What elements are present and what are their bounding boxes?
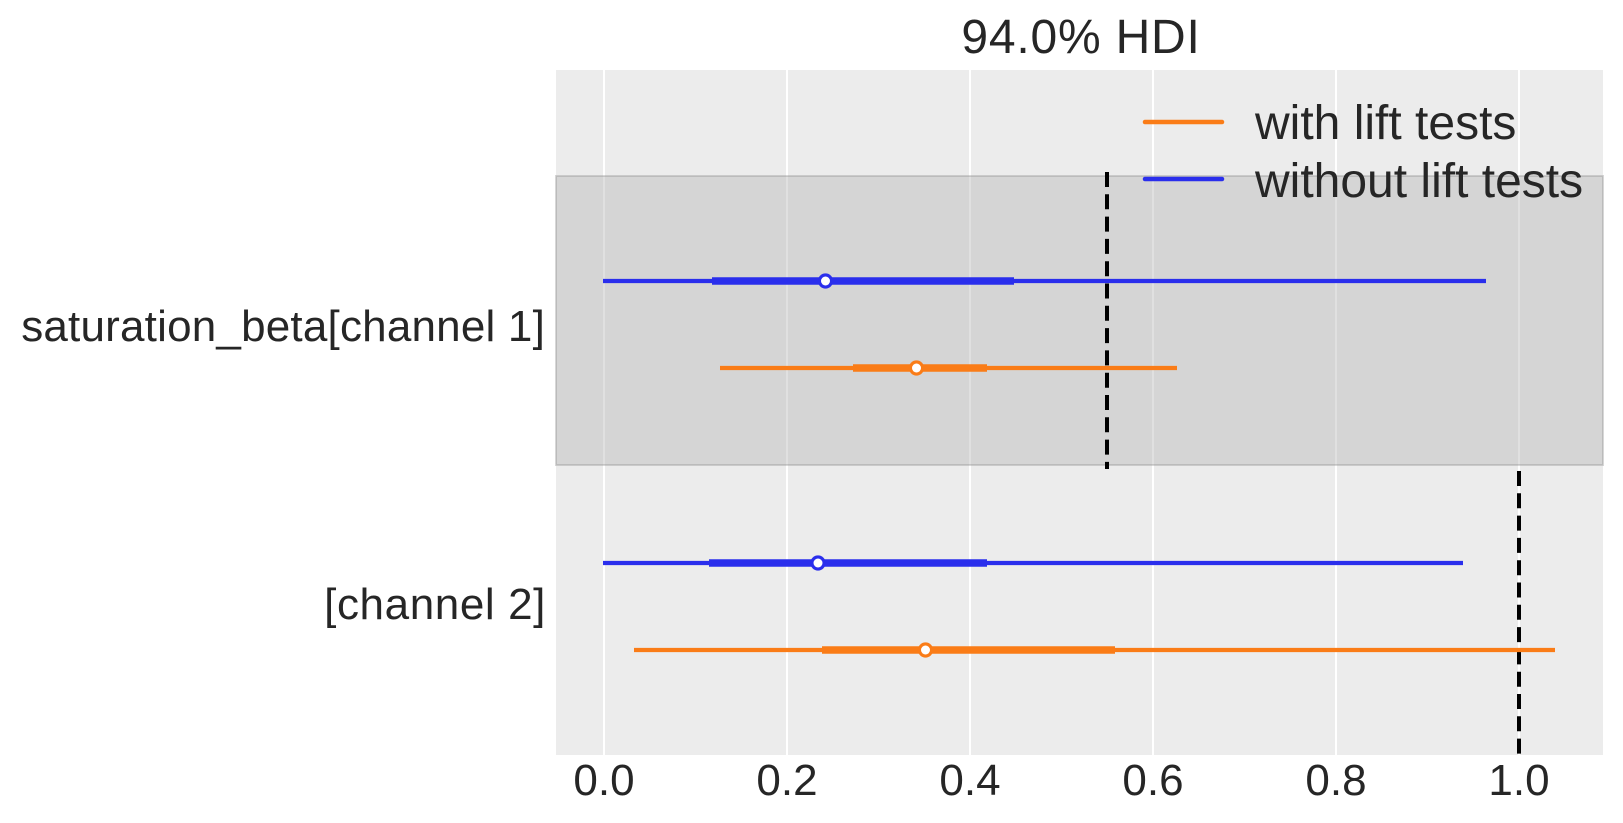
- svg-text:0.6: 0.6: [1122, 756, 1183, 805]
- svg-text:with lift tests: with lift tests: [1254, 97, 1516, 150]
- svg-text:without lift tests: without lift tests: [1254, 155, 1583, 208]
- svg-text:saturation_beta[channel 1]: saturation_beta[channel 1]: [21, 302, 545, 351]
- svg-text:0.8: 0.8: [1305, 756, 1366, 805]
- svg-text:94.0% HDI: 94.0% HDI: [961, 11, 1200, 64]
- svg-text:0.0: 0.0: [573, 756, 634, 805]
- svg-text:0.2: 0.2: [756, 756, 817, 805]
- svg-text:1.0: 1.0: [1488, 756, 1549, 805]
- svg-text:[channel 2]: [channel 2]: [324, 580, 546, 629]
- svg-text:0.4: 0.4: [939, 756, 1000, 805]
